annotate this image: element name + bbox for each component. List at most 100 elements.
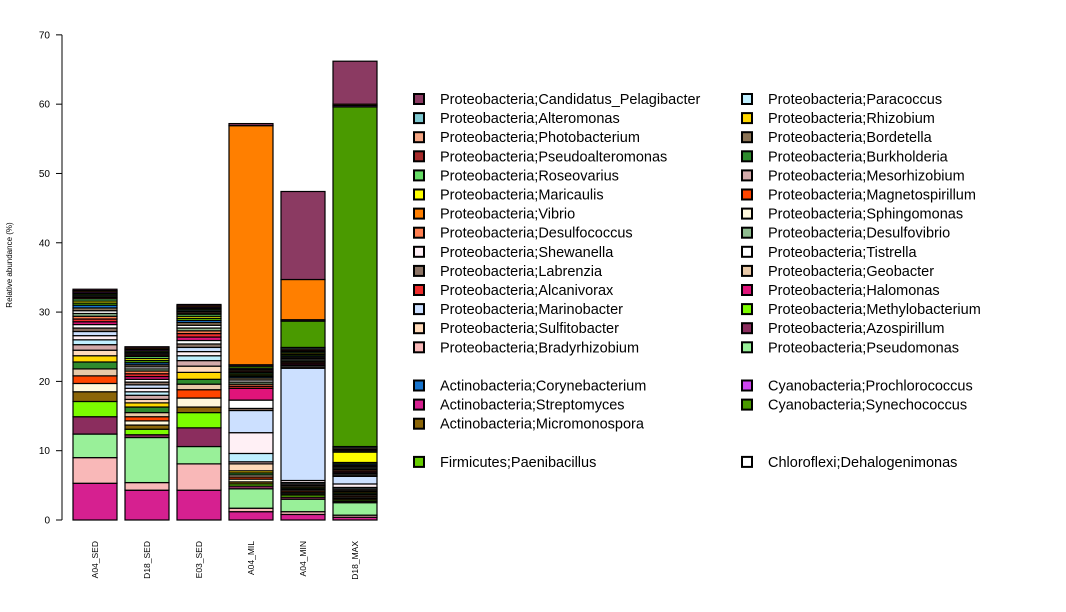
legend-label: Proteobacteria;Burkholderia	[768, 149, 949, 165]
legend-label: Proteobacteria;Alcanivorax	[440, 283, 614, 299]
legend-label: Proteobacteria;Mesorhizobium	[768, 168, 965, 184]
bar-segment	[176, 427, 222, 448]
bar-segment	[176, 406, 222, 414]
bar-segment	[124, 436, 170, 484]
legend-label: Proteobacteria;Shewanella	[440, 245, 614, 261]
legend-swatch	[413, 284, 425, 296]
legend-swatch	[413, 226, 425, 239]
bar-segment	[280, 513, 326, 521]
bar-segment	[72, 361, 118, 370]
legend-swatch	[413, 207, 425, 220]
bar-segment	[72, 375, 118, 385]
legend-swatch	[413, 131, 425, 144]
legend-label: Proteobacteria;Paracoccus	[768, 92, 942, 108]
legend-entry: Actinobacteria;Corynebacterium	[413, 379, 646, 395]
bar-segment	[280, 367, 326, 482]
y-tick-label: 0	[44, 516, 50, 527]
bar-segment	[176, 397, 222, 408]
y-tick-label: 50	[39, 169, 51, 180]
legend: Proteobacteria;Candidatus_Pelagibacter Pr…	[413, 92, 981, 471]
legend-entry: Proteobacteria;Methylobacterium	[741, 302, 981, 318]
bar-segment	[228, 122, 274, 127]
legend-entry: Cyanobacteria;Prochlorococcus	[741, 379, 973, 395]
legend-entry: Proteobacteria;Bordetella	[741, 130, 933, 146]
bar-segment	[280, 190, 326, 281]
legend-swatch	[741, 455, 753, 468]
y-tick-label: 70	[39, 30, 51, 41]
legend-swatch	[413, 303, 425, 316]
bar-segment	[72, 355, 118, 363]
legend-label: Proteobacteria;Bradyrhizobium	[440, 340, 639, 356]
bar-segment	[72, 339, 118, 346]
bar-segment	[72, 368, 118, 377]
bar-segment	[72, 288, 118, 292]
bar-stack	[72, 288, 118, 521]
legend-entry: Chloroflexi;Dehalogenimonas	[741, 455, 957, 471]
legend-swatch	[413, 169, 425, 182]
legend-swatch	[741, 245, 753, 258]
bar-segment	[176, 359, 222, 367]
legend-swatch	[741, 284, 753, 296]
legend-entry: Proteobacteria;Maricaulis	[413, 188, 604, 204]
x-tick-label: D18_SED	[142, 541, 152, 579]
legend-entry: Proteobacteria;Paracoccus	[741, 92, 942, 108]
legend-swatch	[741, 188, 753, 201]
legend-label: Proteobacteria;Marinobacter	[440, 302, 623, 318]
x-axis-labels: A04_SED D18_SED E03_SED A04_MIL A04_MIN D18_M…	[90, 541, 360, 580]
x-tick-label: D18_MAX	[350, 541, 360, 580]
y-tick-label: 20	[39, 377, 51, 388]
bar-segment	[72, 391, 118, 403]
bar-segment	[228, 399, 274, 410]
legend-swatch	[741, 398, 753, 411]
legend-swatch	[413, 398, 425, 411]
legend-entry: Proteobacteria;Tistrella	[741, 245, 917, 261]
bar-segment	[228, 452, 274, 463]
legend-entry: Proteobacteria;Sulfitobacter	[413, 321, 619, 337]
x-tick-label: E03_SED	[194, 541, 204, 578]
bar-segment	[176, 445, 222, 465]
y-axis-label: Relative abundance (%)	[5, 222, 14, 308]
bar-segment	[176, 383, 222, 391]
legend-label: Actinobacteria;Corynebacterium	[440, 379, 646, 395]
bar-segment	[124, 394, 170, 401]
legend-label: Proteobacteria;Desulfococcus	[440, 226, 633, 242]
bar-segment	[332, 475, 378, 485]
legend-entry: Proteobacteria;Burkholderia	[741, 149, 949, 165]
legend-label: Firmicutes;Paenibacillus	[440, 455, 596, 471]
legend-swatch	[413, 264, 425, 277]
bar-segment	[176, 378, 222, 385]
legend-label: Proteobacteria;Candidatus_Pelagibacter	[440, 92, 701, 108]
bar-segment	[332, 60, 378, 105]
bar-segment	[228, 125, 274, 366]
bar-stack	[124, 346, 170, 521]
legend-label: Proteobacteria;Pseudomonas	[768, 340, 959, 356]
bar-segment	[176, 346, 222, 353]
legend-entry: Proteobacteria;Desulfovibrio	[741, 226, 950, 242]
legend-swatch	[741, 226, 753, 239]
bar-segment	[228, 511, 274, 521]
legend-swatch	[741, 207, 753, 220]
bar-segment	[124, 346, 170, 349]
y-tick-label: 60	[39, 100, 51, 111]
bar-segment	[124, 406, 170, 414]
bar-segment	[176, 303, 222, 307]
legend-swatch	[741, 264, 753, 277]
legend-entry: Proteobacteria;Photobacterium	[413, 130, 640, 146]
legend-entry: Proteobacteria;Mesorhizobium	[741, 168, 965, 184]
bar-stack	[176, 303, 222, 521]
legend-swatch	[741, 169, 753, 182]
bar-segment	[176, 355, 222, 362]
bar-segment	[176, 371, 222, 380]
legend-label: Proteobacteria;Tistrella	[768, 245, 917, 261]
legend-label: Proteobacteria;Magnetospirillum	[768, 188, 976, 204]
legend-entry: Proteobacteria;Rhizobium	[741, 111, 935, 127]
legend-swatch	[413, 417, 425, 430]
bars	[72, 60, 378, 521]
bar-segment	[228, 432, 274, 455]
legend-entry: Proteobacteria;Bradyrhizobium	[413, 340, 639, 356]
legend-label: Proteobacteria;Azospirillum	[768, 321, 945, 337]
bar-segment	[176, 463, 222, 491]
bar-segment	[124, 416, 170, 422]
legend-label: Proteobacteria;Geobacter	[768, 264, 934, 280]
legend-label: Proteobacteria;Labrenzia	[440, 264, 603, 280]
